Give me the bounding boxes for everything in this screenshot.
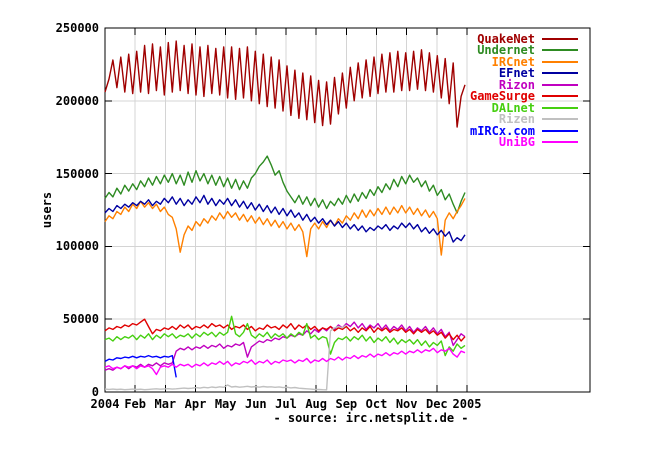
series-undernet [104,155,466,214]
x-tick-label: Aug [305,397,327,411]
legend-swatch-gamesurge [542,95,578,97]
x-tick-label: Dec [425,397,448,411]
series-rizen [104,324,347,391]
legend-swatch-unibg [542,141,578,143]
series-dalnet [104,315,466,357]
y-tick-label: 50000 [62,312,99,327]
x-tick-label: Sep [335,397,358,411]
legend-swatch-quakenet [542,37,578,40]
legend-label-quakenet: QuakeNet [477,31,535,46]
source-caption: - source: irc.netsplit.de - [273,411,469,425]
y-tick-label: 0 [91,385,99,399]
y-tick-label: 100000 [55,239,99,254]
y-tick-label: 150000 [55,166,99,181]
legend-label-rizen: Rizen [498,112,535,126]
series-unibg [104,347,466,376]
legend-swatch-rizen [542,118,578,120]
series-ircnet [104,198,466,258]
legend-label-ircnet: IRCnet [491,54,535,69]
legend-label-dalnet: DALnet [491,100,535,115]
y-axis-title: users [40,191,54,229]
legend-label-efnet: EFnet [498,66,535,80]
series-rizon [104,321,466,371]
legend-swatch-mircx-com [542,129,578,132]
plot-frame [104,27,591,393]
legend-label-undernet: Undernet [477,43,535,57]
x-tick-label: Jun [244,397,267,411]
legend-label-gamesurge: GameSurge [469,89,535,103]
legend-label-rizon: Rizon [498,77,535,92]
x-tick-label: 2005 [452,397,482,411]
x-tick-label: Nov [395,397,418,411]
legend-label-unibg: UniBG [498,135,535,149]
x-tick-label: Jul [275,397,297,411]
series-quakenet [104,40,466,128]
y-tick-label: 200000 [55,93,99,108]
series-gamesurge [104,318,466,342]
legend-swatch-efnet [542,72,578,74]
legend-swatch-undernet [542,49,578,51]
series-mircx-com [104,354,177,378]
x-tick-label: Feb [124,397,146,411]
x-tick-label: May [214,397,237,411]
y-tick-label: 250000 [55,21,99,35]
x-tick-label: Mar [154,397,177,411]
legend-label-mircx-com: mIRCx.com [469,123,535,138]
legend-swatch-rizon [542,83,578,86]
x-tick-label: Oct [365,397,388,411]
x-tick-label: Apr [184,397,207,411]
legend-swatch-ircnet [542,60,578,63]
legend-swatch-dalnet [542,106,578,109]
x-tick-label: 2004 [90,397,120,411]
series-efnet [104,194,466,243]
